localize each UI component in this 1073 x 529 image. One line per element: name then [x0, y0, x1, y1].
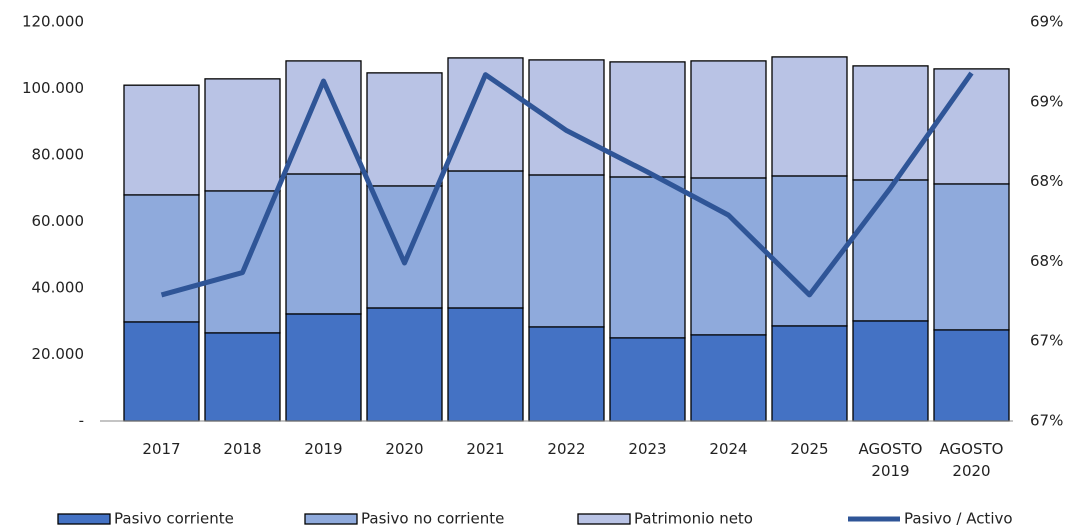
bar	[771, 175, 848, 327]
x-tick-label: 2023	[628, 440, 667, 458]
bar	[852, 320, 929, 422]
bar	[447, 170, 524, 309]
x-tick-label: 2024	[709, 440, 748, 458]
x-tick-label: AGOSTO 2020	[939, 440, 1004, 480]
bar	[933, 68, 1010, 185]
y2-tick-label: 68%	[1030, 172, 1063, 190]
bar	[528, 174, 605, 328]
x-tick-label: 2020	[385, 440, 424, 458]
bar	[852, 179, 929, 322]
bar	[933, 183, 1010, 331]
x-tick-label: AGOSTO 2019	[858, 440, 923, 480]
legend-label: Pasivo no corriente	[361, 510, 504, 528]
bar	[528, 326, 605, 422]
bar	[690, 60, 767, 179]
legend-swatch	[57, 513, 111, 525]
bar	[771, 325, 848, 422]
bar	[123, 321, 200, 422]
bar	[609, 337, 686, 422]
y2-tick-label: 69%	[1030, 13, 1063, 31]
bar	[528, 59, 605, 176]
y2-tick-label: 67%	[1030, 332, 1063, 350]
x-tick-label: 2019	[304, 440, 343, 458]
bar	[366, 72, 443, 187]
legend-label: Pasivo corriente	[114, 510, 234, 528]
bar	[609, 176, 686, 339]
bar	[285, 313, 362, 422]
bar	[123, 84, 200, 196]
bar	[285, 173, 362, 315]
x-tick-label: 2018	[223, 440, 262, 458]
y-tick-label: 40.000	[32, 279, 85, 297]
y-tick-label: 120.000	[22, 13, 84, 31]
line	[160, 71, 974, 298]
bar	[204, 78, 281, 192]
bar	[690, 334, 767, 422]
y-tick-label: 100.000	[22, 79, 84, 97]
legend-label: Pasivo / Activo	[904, 510, 1013, 528]
y2-tick-label: 69%	[1030, 92, 1063, 110]
bar	[366, 307, 443, 422]
x-tick-label: 2021	[466, 440, 505, 458]
y-tick-label: 60.000	[32, 212, 85, 230]
bar	[771, 56, 848, 177]
bar	[933, 329, 1010, 422]
y2-tick-label: 67%	[1030, 412, 1063, 430]
y2-tick-label: 68%	[1030, 252, 1063, 270]
bar	[285, 60, 362, 175]
legend-label: Patrimonio neto	[634, 510, 753, 528]
x-tick-label: 2025	[790, 440, 829, 458]
x-tick-label: 2017	[142, 440, 181, 458]
bar	[852, 65, 929, 181]
bar	[204, 332, 281, 422]
x-tick-label: 2022	[547, 440, 586, 458]
y-tick-label: 20.000	[32, 345, 85, 363]
y-tick-label: -	[79, 412, 84, 430]
legend-swatch	[304, 513, 358, 525]
bar	[123, 194, 200, 323]
bar	[447, 307, 524, 422]
y-tick-label: 80.000	[32, 146, 85, 164]
legend-swatch	[577, 513, 631, 525]
